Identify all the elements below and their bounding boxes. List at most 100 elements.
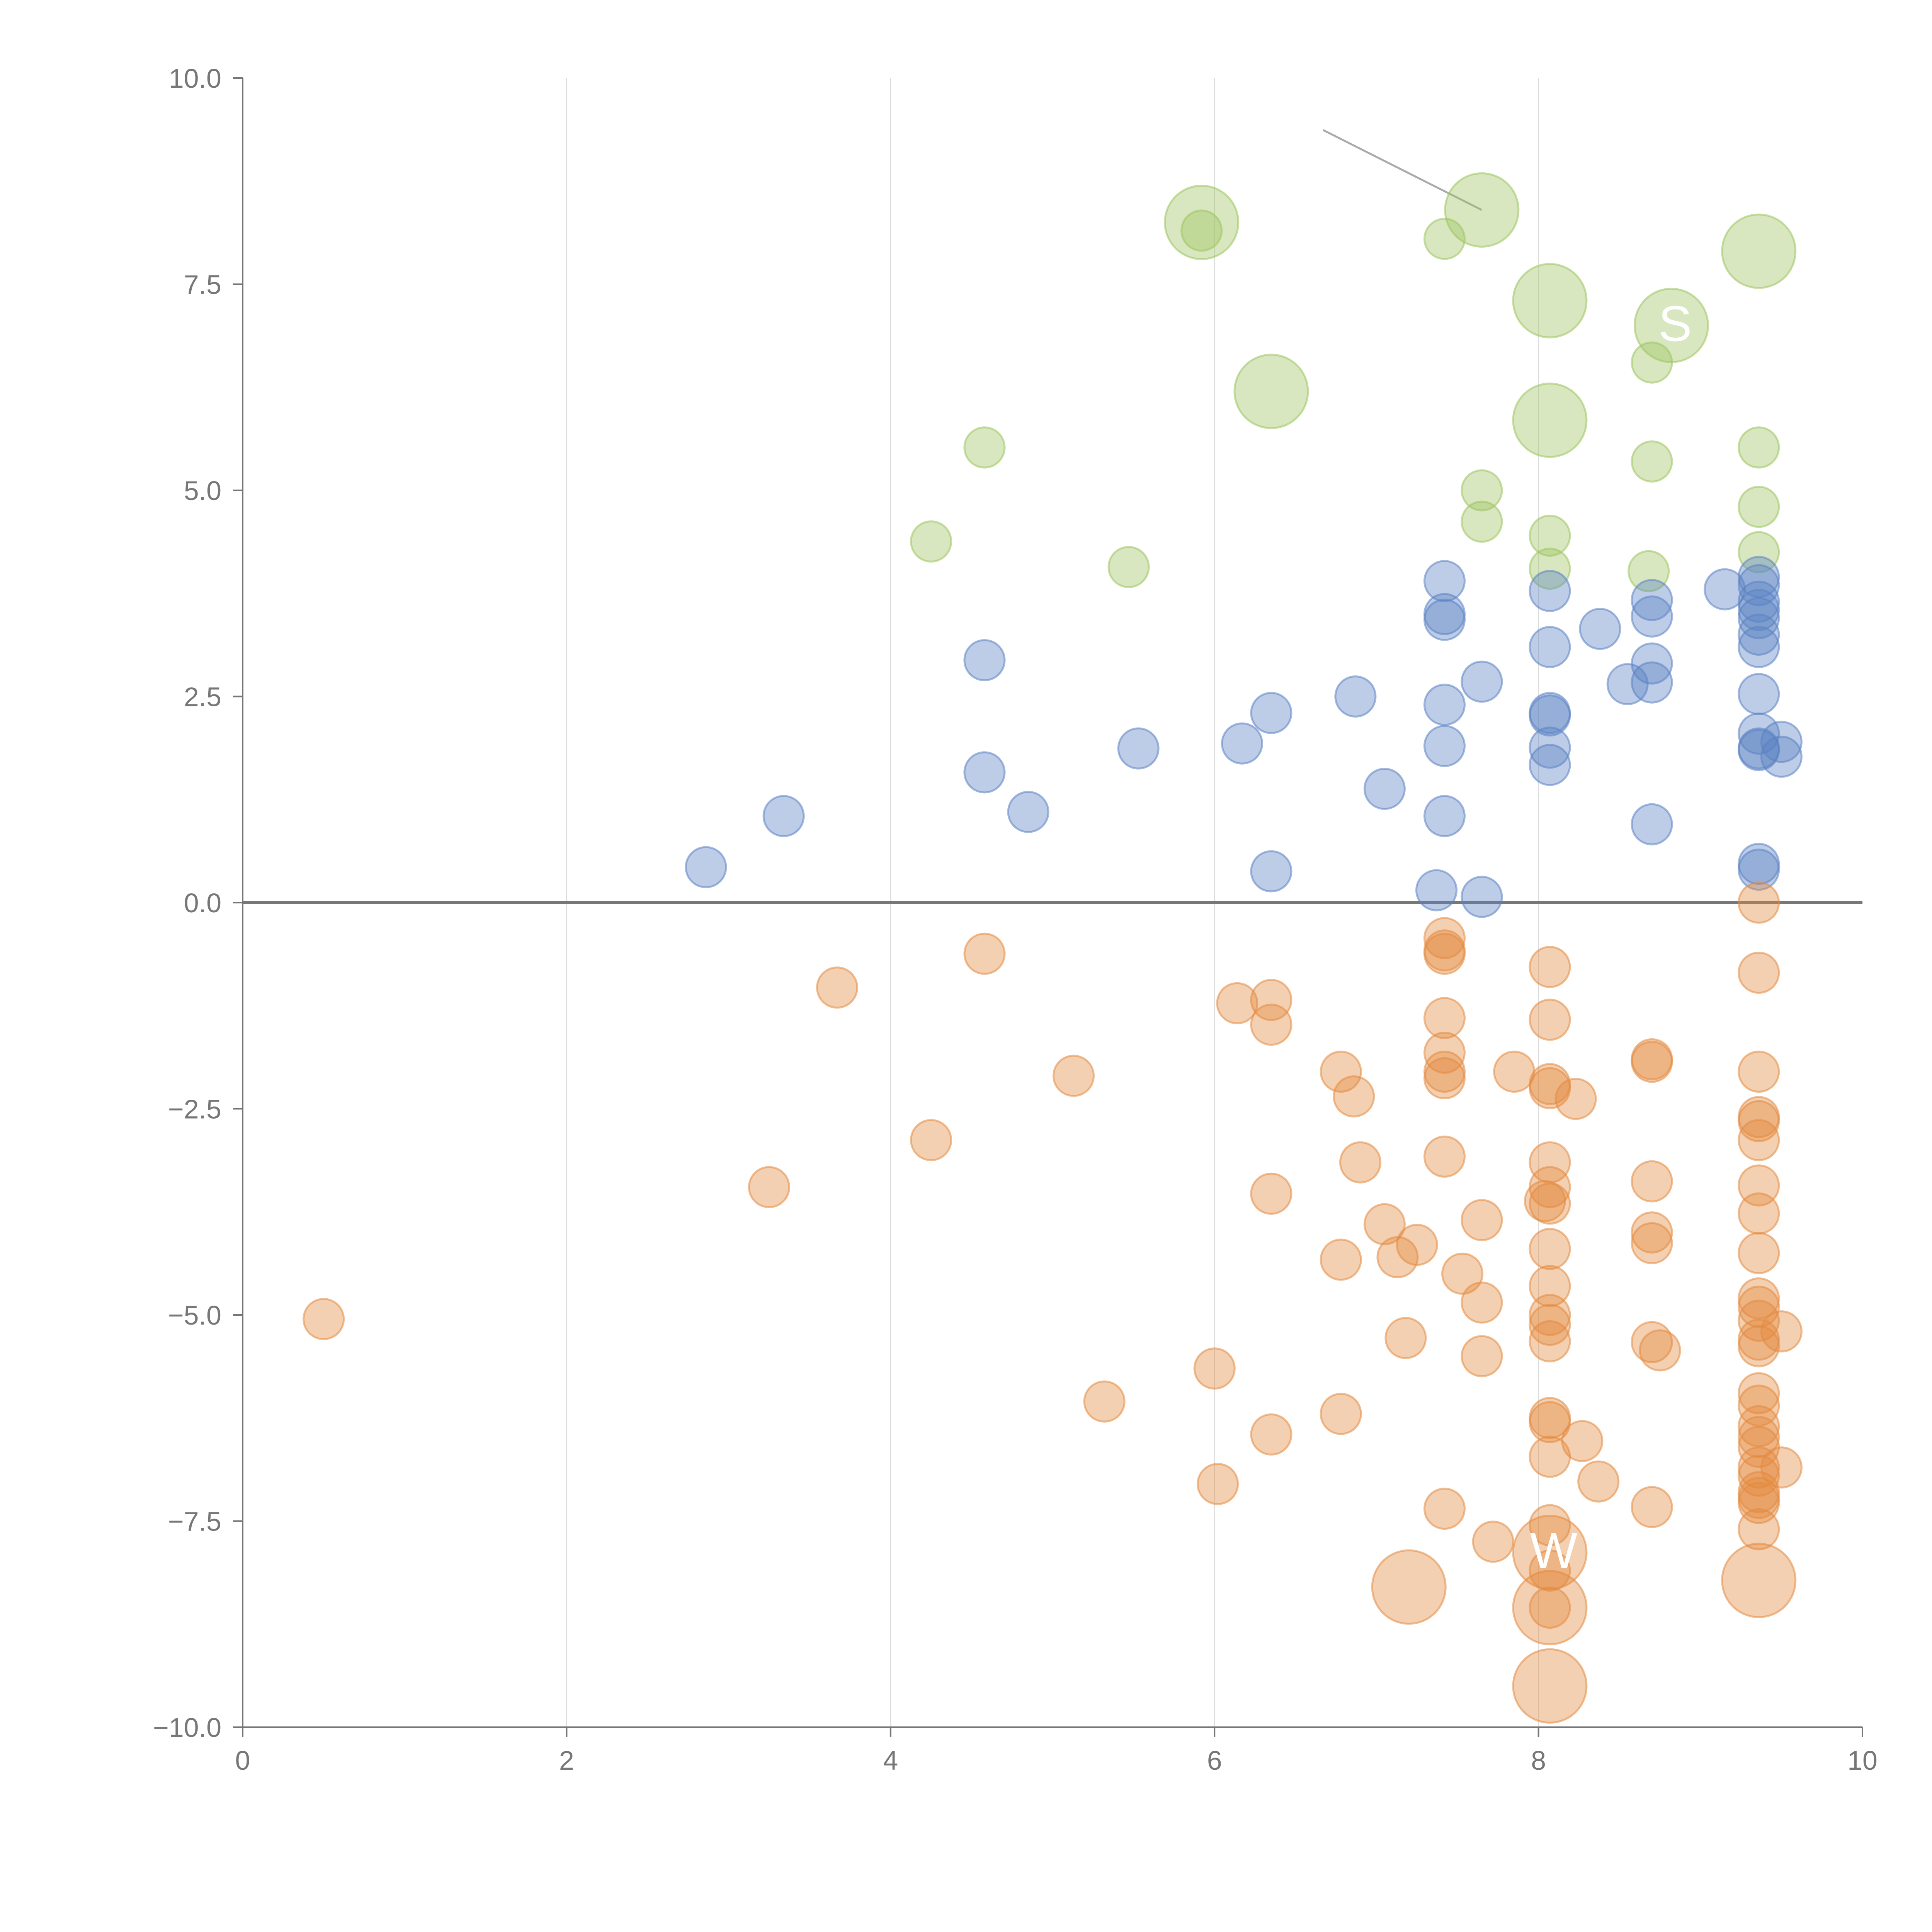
data-point-blue[interactable] bbox=[1334, 675, 1377, 718]
data-point-blue[interactable] bbox=[762, 795, 805, 837]
data-point-blue[interactable] bbox=[1760, 721, 1803, 763]
data-point-orange[interactable] bbox=[1423, 932, 1466, 975]
data-point-orange[interactable] bbox=[1760, 1310, 1803, 1353]
data-point-blue[interactable] bbox=[963, 639, 1006, 682]
data-point-blue[interactable] bbox=[1423, 795, 1466, 837]
data-point-blue[interactable] bbox=[1738, 564, 1780, 606]
data-point-orange[interactable] bbox=[1577, 1460, 1620, 1503]
data-point-orange[interactable] bbox=[1738, 1192, 1780, 1235]
data-point-orange[interactable] bbox=[1333, 1075, 1375, 1117]
data-point-orange[interactable] bbox=[1216, 982, 1259, 1024]
data-point-blue[interactable] bbox=[963, 751, 1006, 794]
data-point-orange[interactable] bbox=[1423, 1487, 1466, 1530]
data-point-orange[interactable] bbox=[1472, 1520, 1514, 1563]
data-point-green[interactable] bbox=[1423, 218, 1466, 260]
data-point-orange[interactable] bbox=[303, 1298, 345, 1340]
data-point-orange[interactable] bbox=[1423, 1135, 1466, 1178]
data-point-orange[interactable] bbox=[1193, 1347, 1236, 1390]
data-point-green[interactable] bbox=[963, 426, 1006, 469]
data-point-green[interactable] bbox=[1738, 486, 1780, 528]
data-point-green[interactable] bbox=[1738, 426, 1780, 469]
data-point-green[interactable] bbox=[1461, 500, 1503, 543]
data-point-orange[interactable] bbox=[963, 932, 1006, 975]
data-point-blue[interactable] bbox=[1221, 722, 1263, 765]
data-point-orange[interactable] bbox=[1738, 1299, 1780, 1342]
data-point-orange[interactable] bbox=[1529, 1265, 1571, 1307]
data-point-orange[interactable] bbox=[1512, 1515, 1588, 1590]
data-point-blue[interactable] bbox=[1529, 626, 1571, 668]
data-point-orange[interactable] bbox=[1529, 1304, 1571, 1346]
data-point-orange[interactable] bbox=[1738, 1232, 1780, 1274]
data-point-orange[interactable] bbox=[910, 1119, 952, 1162]
data-point-orange[interactable] bbox=[1363, 1203, 1406, 1245]
data-point-orange[interactable] bbox=[1631, 1486, 1673, 1528]
data-point-orange[interactable] bbox=[1320, 1393, 1362, 1435]
data-point-orange[interactable] bbox=[1250, 979, 1293, 1021]
data-point-green[interactable] bbox=[1631, 341, 1673, 384]
data-point-orange[interactable] bbox=[1631, 1041, 1673, 1083]
data-point-orange[interactable] bbox=[1384, 1317, 1427, 1359]
data-point-orange[interactable] bbox=[1320, 1238, 1362, 1281]
data-point-orange[interactable] bbox=[1052, 1054, 1095, 1097]
data-point-green[interactable] bbox=[1529, 514, 1571, 557]
data-point-orange[interactable] bbox=[1529, 1320, 1571, 1362]
data-point-orange[interactable] bbox=[1738, 1372, 1780, 1415]
data-point-blue[interactable] bbox=[1631, 595, 1673, 638]
data-point-green[interactable] bbox=[1738, 531, 1780, 573]
data-point-blue[interactable] bbox=[1738, 626, 1780, 668]
data-point-orange[interactable] bbox=[1529, 1067, 1571, 1109]
data-point-orange[interactable] bbox=[816, 966, 858, 1009]
data-point-orange[interactable] bbox=[1423, 917, 1466, 959]
data-point-orange[interactable] bbox=[1738, 881, 1780, 924]
data-point-orange[interactable] bbox=[1197, 1463, 1239, 1505]
data-point-orange[interactable] bbox=[1250, 1003, 1293, 1046]
data-point-orange[interactable] bbox=[1738, 1050, 1780, 1093]
data-point-green[interactable] bbox=[1512, 383, 1588, 458]
data-point-green[interactable] bbox=[1512, 263, 1588, 338]
data-point-blue[interactable] bbox=[1631, 579, 1673, 621]
data-point-blue[interactable] bbox=[1461, 660, 1503, 703]
data-point-blue[interactable] bbox=[1415, 869, 1458, 912]
data-point-green[interactable] bbox=[1461, 469, 1503, 512]
data-point-blue[interactable] bbox=[1760, 735, 1803, 778]
data-point-blue[interactable] bbox=[1631, 661, 1673, 704]
data-point-blue[interactable] bbox=[1631, 642, 1673, 685]
data-point-orange[interactable] bbox=[1738, 1100, 1780, 1143]
data-point-green[interactable] bbox=[1529, 548, 1571, 590]
data-point-blue[interactable] bbox=[1738, 713, 1780, 755]
data-point-blue[interactable] bbox=[1529, 744, 1571, 786]
data-point-orange[interactable] bbox=[1738, 1508, 1780, 1551]
data-point-orange[interactable] bbox=[1760, 1446, 1803, 1489]
data-point-green[interactable] bbox=[1233, 354, 1309, 429]
data-point-orange[interactable] bbox=[1738, 1325, 1780, 1367]
data-point-blue[interactable] bbox=[1363, 768, 1406, 810]
data-point-blue[interactable] bbox=[1529, 694, 1571, 737]
data-point-green[interactable] bbox=[1721, 213, 1797, 289]
data-point-orange[interactable] bbox=[1461, 1199, 1503, 1242]
data-point-orange[interactable] bbox=[1320, 1050, 1362, 1093]
data-point-orange[interactable] bbox=[1529, 1504, 1571, 1546]
data-point-orange[interactable] bbox=[1371, 1549, 1447, 1625]
data-point-orange[interactable] bbox=[1339, 1141, 1381, 1184]
data-point-blue[interactable] bbox=[1250, 692, 1293, 734]
data-point-orange[interactable] bbox=[1423, 1031, 1466, 1074]
data-point-orange[interactable] bbox=[1423, 1057, 1466, 1100]
data-point-green[interactable] bbox=[1631, 440, 1673, 483]
data-point-blue[interactable] bbox=[1117, 727, 1160, 770]
data-point-blue[interactable] bbox=[1704, 568, 1746, 611]
data-point-orange[interactable] bbox=[1738, 1416, 1780, 1458]
data-point-blue[interactable] bbox=[1738, 597, 1780, 639]
data-point-orange[interactable] bbox=[1631, 1160, 1673, 1202]
data-point-blue[interactable] bbox=[1423, 725, 1466, 767]
data-point-orange[interactable] bbox=[1529, 1587, 1571, 1629]
data-point-orange[interactable] bbox=[1529, 1401, 1571, 1443]
data-point-orange[interactable] bbox=[1554, 1078, 1597, 1120]
data-point-orange[interactable] bbox=[1083, 1380, 1126, 1423]
data-point-blue[interactable] bbox=[1738, 849, 1780, 891]
data-point-blue[interactable] bbox=[1007, 791, 1049, 833]
data-point-blue[interactable] bbox=[685, 846, 727, 888]
data-point-orange[interactable] bbox=[1461, 1281, 1503, 1324]
data-point-blue[interactable] bbox=[1529, 726, 1571, 769]
data-point-orange[interactable] bbox=[1631, 1321, 1673, 1363]
data-point-orange[interactable] bbox=[1631, 1211, 1673, 1254]
